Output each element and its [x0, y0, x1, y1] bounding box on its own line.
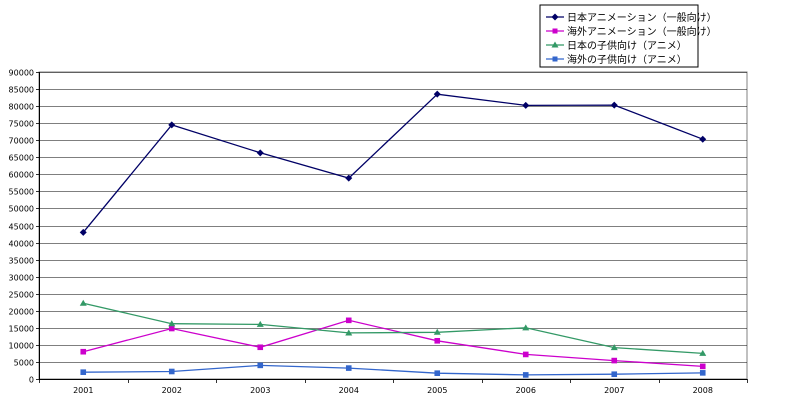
data-point — [610, 101, 618, 109]
x-tick-label: 2001 — [73, 386, 93, 395]
x-tick-label: 2008 — [693, 386, 713, 395]
data-point — [699, 370, 706, 376]
y-tick-label: 80000 — [9, 103, 34, 112]
data-point — [345, 174, 353, 182]
y-tick-label: 0 — [29, 376, 34, 385]
y-tick-label: 40000 — [9, 240, 34, 249]
legend-entry: 日本の子供向け（アニメ） — [546, 39, 687, 52]
data-point — [522, 351, 529, 358]
legend-label: 海外の子供向け（アニメ） — [567, 53, 687, 66]
y-tick-label: 45000 — [9, 223, 34, 232]
legend-box — [539, 4, 699, 68]
x-tick-label: 2005 — [427, 386, 447, 395]
data-point — [433, 90, 441, 98]
legend-entry: 日本アニメーション（一般向け） — [546, 11, 717, 24]
grid-layer — [38, 71, 748, 380]
y-tick-label: 85000 — [9, 86, 34, 95]
legend-label: 海外アニメーション（一般向け） — [567, 25, 717, 38]
data-point — [80, 348, 87, 355]
data-point — [256, 320, 264, 327]
legend: 日本アニメーション（一般向け） 海外アニメーション（一般向け） 日本の子供向け（… — [539, 4, 717, 68]
y-tick-label: 10000 — [9, 342, 34, 351]
series-line — [83, 364, 703, 376]
data-point — [610, 344, 618, 351]
data-point — [80, 369, 87, 375]
data-point — [79, 228, 87, 236]
y-tick-label: 75000 — [9, 120, 34, 129]
x-tick-label: 2002 — [162, 386, 182, 395]
data-point — [257, 344, 264, 351]
legend-triangle-marker — [551, 41, 559, 48]
data-point — [168, 368, 175, 375]
legend-entry: 海外アニメーション（一般向け） — [546, 25, 717, 38]
series-line — [83, 319, 703, 368]
x-tick-label: 2007 — [604, 386, 624, 395]
y-tick-label: 25000 — [9, 291, 34, 300]
series-line — [82, 93, 704, 233]
y-tick-label: 5000 — [14, 359, 34, 368]
y-tick-label: 70000 — [9, 137, 34, 146]
series-layer — [79, 90, 707, 378]
x-tick-label: 2004 — [339, 386, 359, 395]
data-point — [522, 101, 530, 109]
data-point — [611, 371, 618, 378]
data-point — [168, 320, 176, 327]
legend-label: 日本の子供向け（アニメ） — [567, 39, 687, 52]
data-point — [522, 324, 530, 331]
data-point — [699, 363, 706, 370]
y-tick-label: 65000 — [9, 154, 34, 163]
y-tick-label: 35000 — [9, 257, 34, 266]
data-point — [611, 357, 618, 364]
x-tick-label: 2006 — [516, 386, 536, 395]
y-tick-label: 20000 — [9, 308, 34, 317]
legend-square-marker — [552, 28, 558, 34]
data-point — [434, 370, 441, 377]
data-point — [168, 121, 176, 129]
data-point — [434, 337, 441, 344]
legend-label: 日本アニメーション（一般向け） — [567, 11, 717, 24]
legend-diamond-marker — [551, 13, 559, 21]
legend-square-marker — [552, 56, 558, 62]
data-point — [256, 149, 264, 157]
data-point — [168, 325, 175, 332]
data-point — [433, 328, 441, 335]
data-point — [79, 299, 87, 306]
data-point — [522, 372, 529, 378]
axis-layer: 0 5000 10000 15000 20000 25000 30000 35000 40000… — [9, 69, 748, 395]
legend-entry: 海外の子供向け（アニメ） — [546, 53, 687, 66]
y-tick-label: 55000 — [9, 188, 34, 197]
data-point — [345, 365, 352, 371]
data-point — [345, 329, 353, 336]
series-line — [83, 302, 703, 355]
data-point — [257, 362, 264, 369]
y-tick-label: 60000 — [9, 171, 34, 180]
data-point — [699, 349, 707, 356]
x-tick-label: 2003 — [250, 386, 270, 395]
y-tick-label: 15000 — [9, 325, 34, 334]
data-point — [699, 135, 707, 143]
y-tick-label: 90000 — [9, 69, 34, 78]
y-tick-label: 50000 — [9, 205, 34, 214]
y-tick-label: 30000 — [9, 274, 34, 283]
data-point — [345, 317, 352, 324]
